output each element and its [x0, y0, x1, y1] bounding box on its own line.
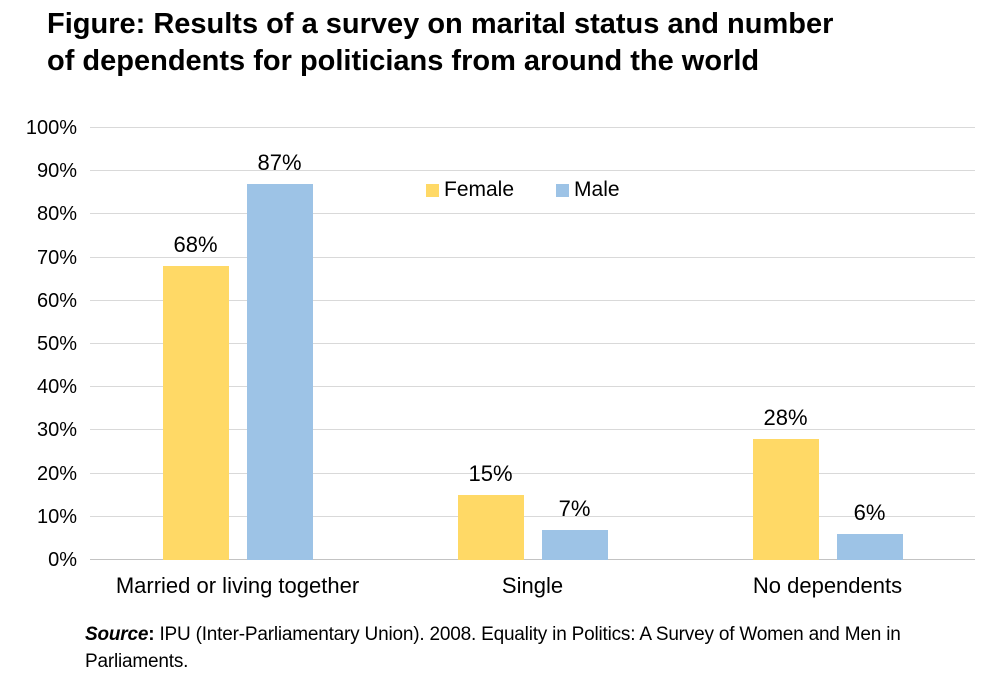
- gridline-60: [90, 299, 975, 301]
- y-axis-tick-label-80: 80%: [36, 203, 77, 226]
- bar-female-2: [752, 439, 819, 560]
- bar-male-0: [246, 184, 313, 560]
- legend-label-male: Male: [574, 178, 620, 201]
- legend-swatch-icon-male: [556, 183, 570, 197]
- y-axis-tick-label-90: 90%: [36, 160, 77, 183]
- y-axis-tick-label-30: 30%: [36, 419, 77, 442]
- bar-male-2: [836, 534, 903, 560]
- gridline-90: [90, 170, 975, 172]
- gridline-70: [90, 256, 975, 258]
- bar-female-1: [457, 495, 524, 560]
- gridline-30: [90, 429, 975, 431]
- y-axis-tick-label-20: 20%: [36, 462, 77, 485]
- legend-swatch-icon-female: [426, 183, 439, 197]
- legend: Female Male: [426, 178, 620, 202]
- gridline-0: [90, 559, 975, 560]
- data-label-female-1: 15%: [468, 461, 513, 487]
- gridline-80: [90, 213, 975, 215]
- legend-label-female: Female: [444, 178, 515, 201]
- y-axis-tick-label-70: 70%: [36, 246, 77, 269]
- data-label-male-0: 87%: [257, 150, 302, 176]
- data-label-male-1: 7%: [558, 495, 591, 521]
- figure-title-line1: Figure: Results of a survey on marital s…: [47, 8, 834, 40]
- legend-item-male: Male: [556, 178, 620, 202]
- figure-title: Figure: Results of a survey on marital s…: [47, 6, 977, 80]
- y-axis-tick-label-0: 0%: [48, 549, 77, 571]
- figure-title-line2: of dependents for politicians from aroun…: [47, 45, 760, 77]
- source-label: Source: [85, 624, 149, 645]
- x-axis-category-label-0: Married or living together: [115, 573, 360, 598]
- gridline-20: [90, 472, 975, 474]
- y-axis-tick-label-100: 100%: [25, 117, 77, 139]
- gridline-50: [90, 343, 975, 344]
- data-label-female-2: 28%: [763, 405, 808, 431]
- y-axis-tick-label-50: 50%: [36, 333, 77, 355]
- data-label-female-0: 68%: [173, 232, 218, 258]
- bar-female-0: [162, 266, 229, 560]
- data-label-male-2: 6%: [853, 500, 886, 526]
- legend-item-female: Female: [426, 178, 514, 202]
- y-axis-tick-label-10: 10%: [36, 505, 77, 528]
- gridline-40: [90, 386, 975, 388]
- gridline-100: [90, 127, 975, 128]
- source-text: IPU (Inter-Parliamentary Union). 2008. E…: [85, 624, 901, 672]
- y-axis-tick-label-60: 60%: [36, 289, 77, 312]
- gridline-10: [90, 515, 975, 517]
- x-axis-category-label-2: No dependents: [752, 573, 903, 598]
- x-axis-category-label-1: Single: [501, 573, 564, 598]
- source-note: Source: IPU (Inter-Parliamentary Union).…: [85, 621, 935, 675]
- plot-area: Female Male 0% 10% 20% 30% 40% 50% 60% 70% 80% 90%…: [26, 117, 975, 598]
- source-colon: :: [148, 624, 155, 645]
- y-axis-tick-label-40: 40%: [36, 376, 77, 399]
- bar-male-1: [541, 529, 608, 560]
